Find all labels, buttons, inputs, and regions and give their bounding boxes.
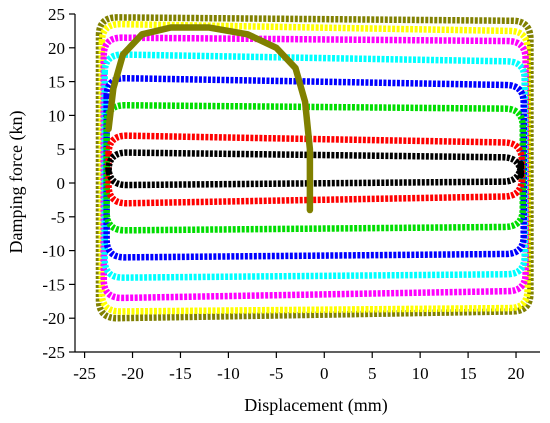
hysteresis-loop-4 (103, 74, 527, 261)
y-tick-label: -15 (42, 275, 65, 294)
y-tick-label: -25 (42, 343, 65, 362)
hysteresis-loop-5 (101, 51, 528, 281)
x-tick-label: -15 (169, 364, 192, 383)
hysteresis-loop-8 (95, 14, 534, 322)
y-tick-label: -20 (42, 309, 65, 328)
y-tick-label: 5 (57, 140, 66, 159)
x-tick-label: -20 (121, 364, 144, 383)
x-tick-label: 20 (508, 364, 525, 383)
y-tick-label: 10 (48, 106, 65, 125)
y-tick-label: 20 (48, 39, 65, 58)
x-tick-label: 10 (412, 364, 429, 383)
initial-loading-curve (105, 24, 314, 214)
y-ticks: -25 -20 -15 -10 -5 0 5 10 15 20 25 (42, 5, 75, 362)
hysteresis-loop-3 (103, 102, 526, 234)
y-tick-label: -5 (51, 208, 65, 227)
x-axis-title: Displacement (mm) (244, 395, 387, 416)
y-axis-title: Damping force (kn) (6, 111, 27, 254)
hysteresis-loop-6 (100, 34, 529, 302)
x-tick-label: -10 (217, 364, 240, 383)
x-tick-label: 5 (368, 364, 377, 383)
hysteresis-loop-7 (98, 20, 531, 315)
y-tick-label: 0 (57, 174, 66, 193)
x-tick-label: 0 (320, 364, 329, 383)
y-tick-label: 25 (48, 5, 65, 24)
y-tick-label: 15 (48, 73, 65, 92)
x-tick-label: -5 (269, 364, 283, 383)
x-ticks: -25 -20 -15 -10 -5 0 5 10 15 20 (73, 352, 525, 383)
y-tick-label: -10 (42, 242, 65, 261)
plot-curves (95, 14, 534, 322)
hysteresis-loop-1 (105, 149, 525, 189)
hysteresis-loop-2 (105, 132, 526, 207)
x-tick-label: -25 (73, 364, 96, 383)
x-tick-label: 15 (460, 364, 477, 383)
